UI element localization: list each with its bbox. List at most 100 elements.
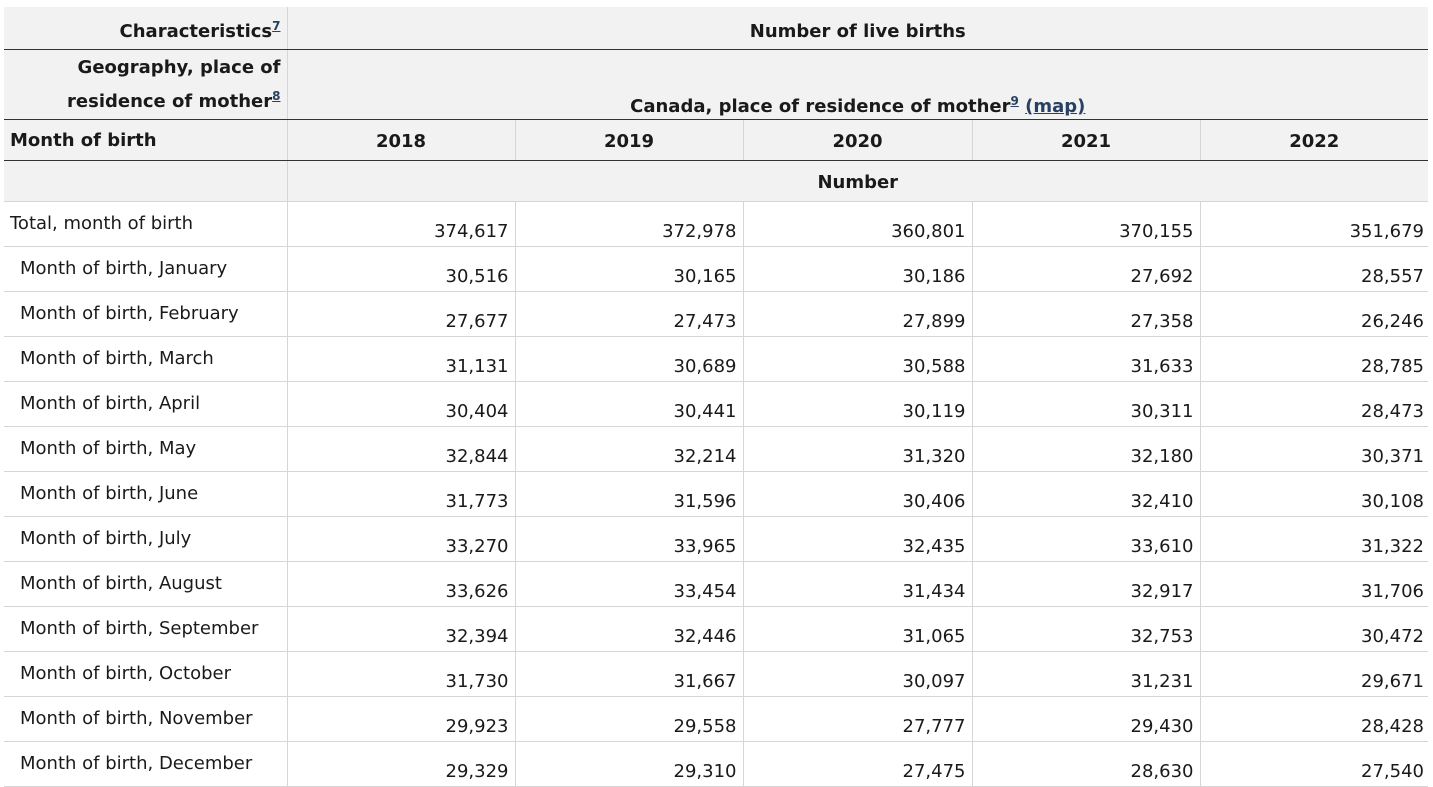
table-cell: 32,446: [515, 606, 744, 652]
table-cell: 33,965: [515, 516, 744, 562]
characteristics-header: Characteristics7: [4, 7, 288, 50]
table-cell: 30,689: [515, 336, 744, 382]
geography-label-line2: residence of mother: [67, 90, 273, 112]
table-cell: 31,231: [972, 651, 1201, 697]
live-births-header: Number of live births: [287, 7, 1429, 50]
table-cell: 30,516: [287, 246, 516, 292]
table-cell: 30,404: [287, 381, 516, 427]
geography-value: Canada, place of residence of mother: [630, 96, 1011, 117]
table-cell: 360,801: [743, 201, 973, 247]
table-cell: 31,773: [287, 471, 516, 517]
table-cell: 30,371: [1200, 426, 1429, 472]
table-row: Month of birth, November 29,923 29,558 27,7…: [4, 696, 1429, 742]
table-cell: 27,677: [287, 291, 516, 337]
row-label: Month of birth, October: [4, 651, 288, 697]
map-link[interactable]: (map): [1025, 96, 1086, 117]
table-cell: 31,131: [287, 336, 516, 382]
table-row: Month of birth, March 31,131 30,689 30,588 3…: [4, 336, 1429, 382]
header-row-characteristics: Characteristics7 Number of live births: [4, 7, 1429, 50]
footnote-link-9[interactable]: 9: [1010, 94, 1019, 108]
table-row: Month of birth, January 30,516 30,165 30,18…: [4, 246, 1429, 292]
table-row: Month of birth, August 33,626 33,454 31,434…: [4, 561, 1429, 607]
row-label: Month of birth, August: [4, 561, 288, 607]
table-cell: 32,917: [972, 561, 1201, 607]
live-births-table: Characteristics7 Number of live births G…: [4, 7, 1429, 787]
table-cell: 29,671: [1200, 651, 1429, 697]
geography-value-header: Canada, place of residence of mother9 (m…: [287, 49, 1429, 120]
footnote-link-7[interactable]: 7: [272, 18, 281, 33]
table-cell: 31,706: [1200, 561, 1429, 607]
table-cell: 31,730: [287, 651, 516, 697]
table-cell: 27,475: [743, 741, 973, 787]
table-cell: 30,108: [1200, 471, 1429, 517]
row-label: Month of birth, May: [4, 426, 288, 472]
header-row-years: Month of birth 2018 2019 2020 2021 2022: [4, 119, 1429, 161]
table-cell: 30,588: [743, 336, 973, 382]
header-row-unit: Number: [4, 160, 1429, 202]
table-cell: 29,558: [515, 696, 744, 742]
table-cell: 33,270: [287, 516, 516, 562]
table-cell: 374,617: [287, 201, 516, 247]
table-cell: 33,610: [972, 516, 1201, 562]
table-cell: 30,406: [743, 471, 973, 517]
row-label: Month of birth, December: [4, 741, 288, 787]
row-label: Month of birth, January: [4, 246, 288, 292]
row-label: Month of birth, April: [4, 381, 288, 427]
table-cell: 28,428: [1200, 696, 1429, 742]
table-cell: 31,596: [515, 471, 744, 517]
table-header: Characteristics7 Number of live births G…: [4, 7, 1429, 202]
table-cell: 27,899: [743, 291, 973, 337]
year-header-2022: 2022: [1200, 119, 1429, 161]
table-cell: 31,667: [515, 651, 744, 697]
unit-row-stub: [4, 160, 288, 202]
table-row: Month of birth, October 31,730 31,667 30,09…: [4, 651, 1429, 697]
unit-header: Number: [287, 160, 1429, 202]
row-label: Month of birth, July: [4, 516, 288, 562]
table-body: Total, month of birth 374,617 372,978 360,8…: [4, 201, 1429, 787]
table-cell: 27,692: [972, 246, 1201, 292]
row-label: Total, month of birth: [4, 201, 288, 247]
month-of-birth-header: Month of birth: [4, 119, 288, 161]
table-cell: 30,311: [972, 381, 1201, 427]
row-label: Month of birth, February: [4, 291, 288, 337]
geography-header: Geography, place of residence of mother8: [4, 49, 288, 120]
row-label: Month of birth, June: [4, 471, 288, 517]
table-cell: 28,785: [1200, 336, 1429, 382]
table-cell: 28,557: [1200, 246, 1429, 292]
table-cell: 29,310: [515, 741, 744, 787]
table-cell: 30,186: [743, 246, 973, 292]
year-header-2018: 2018: [287, 119, 516, 161]
table-cell: 28,473: [1200, 381, 1429, 427]
table-cell: 29,430: [972, 696, 1201, 742]
table-cell: 31,065: [743, 606, 973, 652]
table-cell: 29,923: [287, 696, 516, 742]
footnote-link-8[interactable]: 8: [272, 88, 281, 103]
table-cell: 30,441: [515, 381, 744, 427]
table-row: Month of birth, December 29,329 29,310 27,4…: [4, 741, 1429, 787]
table-cell: 28,630: [972, 741, 1201, 787]
year-header-2021: 2021: [972, 119, 1201, 161]
table-cell: 30,119: [743, 381, 973, 427]
table-cell: 31,320: [743, 426, 973, 472]
row-label: Month of birth, September: [4, 606, 288, 652]
table-cell: 33,626: [287, 561, 516, 607]
table-row: Month of birth, April 30,404 30,441 30,119 3…: [4, 381, 1429, 427]
table-row: Total, month of birth 374,617 372,978 360,8…: [4, 201, 1429, 247]
table-cell: 33,454: [515, 561, 744, 607]
header-row-geography: Geography, place of residence of mother8 …: [4, 49, 1429, 120]
table-row: Month of birth, May 32,844 32,214 31,320 32,…: [4, 426, 1429, 472]
table-cell: 30,472: [1200, 606, 1429, 652]
table-cell: 31,633: [972, 336, 1201, 382]
table-cell: 31,322: [1200, 516, 1429, 562]
table-cell: 32,214: [515, 426, 744, 472]
table-cell: 30,165: [515, 246, 744, 292]
table-cell: 29,329: [287, 741, 516, 787]
geography-label-line1: Geography, place of: [77, 56, 281, 78]
table-cell: 32,180: [972, 426, 1201, 472]
table-cell: 31,434: [743, 561, 973, 607]
table-cell: 26,246: [1200, 291, 1429, 337]
row-label: Month of birth, March: [4, 336, 288, 382]
characteristics-label: Characteristics: [119, 20, 273, 42]
table-cell: 32,394: [287, 606, 516, 652]
